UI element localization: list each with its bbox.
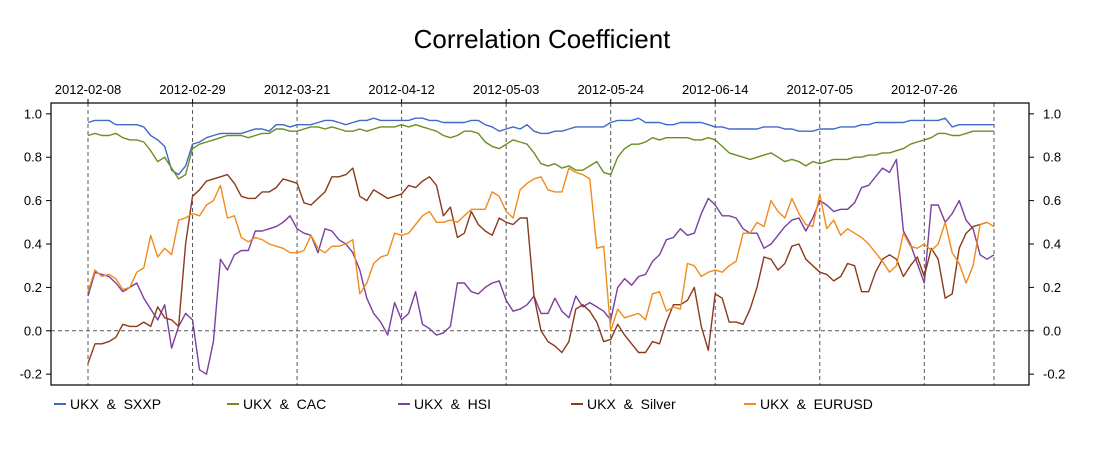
x-tick-label: 2012-03-21 (264, 82, 331, 97)
legend-label-1: UKX & CAC (243, 396, 326, 412)
y-tick-label-left: 0.6 (24, 193, 42, 208)
x-tick-label: 2012-07-26 (891, 82, 958, 97)
x-tick-label: 2012-05-24 (577, 82, 644, 97)
y-tick-label-left: 0.2 (24, 280, 42, 295)
series-line-2 (87, 158, 995, 375)
x-tick-label: 2012-04-12 (368, 82, 435, 97)
y-tick-label-left: 0.8 (24, 150, 42, 165)
legend: UKX & SXXP UKX & CAC UKX & HSI UKX & Silver… (54, 396, 873, 412)
y-tick-label-left: 1.0 (24, 106, 42, 121)
legend-label-2: UKX & HSI (414, 396, 491, 412)
series-line-0 (87, 117, 994, 176)
y-axis-left: 1.0 0.8 0.6 0.4 0.2 0.0 -0.2 (20, 106, 51, 382)
legend-label-3: UKX & Silver (587, 396, 676, 412)
series-line-4 (87, 167, 995, 332)
y-tick-label-right: 0.4 (1043, 237, 1061, 252)
y-tick-label-right: 1.0 (1043, 106, 1061, 121)
y-tick-label-right: 0.0 (1043, 323, 1061, 338)
y-tick-label-right: 0.6 (1043, 193, 1061, 208)
x-tick-label: 2012-07-05 (787, 82, 854, 97)
y-tick-label-right: -0.2 (1043, 367, 1065, 382)
y-axis-right: 1.0 0.8 0.6 0.4 0.2 0.0 -0.2 (1029, 106, 1065, 382)
x-tick-label: 2012-02-08 (55, 82, 122, 97)
x-tick-label: 2012-05-03 (473, 82, 540, 97)
legend-label-0: UKX & SXXP (70, 396, 161, 412)
x-axis-top: 2012-02-08 2012-02-29 2012-03-21 2012-04-12… (55, 82, 958, 103)
series-line-1 (87, 123, 994, 180)
y-tick-label-left: 0.4 (24, 237, 42, 252)
x-tick-label: 2012-02-29 (159, 82, 226, 97)
series-line-3 (87, 167, 988, 364)
y-tick-label-left: -0.2 (20, 367, 42, 382)
x-tick-label: 2012-06-14 (682, 82, 749, 97)
y-tick-label-right: 0.2 (1043, 280, 1061, 295)
series-lines (87, 117, 995, 375)
y-tick-label-right: 0.8 (1043, 150, 1061, 165)
y-tick-label-left: 0.0 (24, 323, 42, 338)
legend-label-4: UKX & EURUSD (760, 396, 873, 412)
chart-title: Correlation Coefficient (414, 24, 672, 54)
